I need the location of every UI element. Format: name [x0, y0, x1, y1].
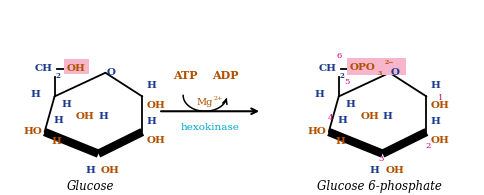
Text: H: H — [51, 137, 61, 146]
Text: Mg: Mg — [197, 98, 213, 107]
Text: Glucose 6-phosphate: Glucose 6-phosphate — [317, 180, 441, 193]
FancyBboxPatch shape — [64, 59, 89, 74]
Text: OH: OH — [67, 64, 86, 73]
Text: H: H — [146, 117, 156, 126]
Text: HO: HO — [307, 128, 326, 136]
Text: H: H — [30, 90, 41, 99]
Text: 2: 2 — [425, 142, 430, 150]
Text: H: H — [430, 117, 439, 126]
Text: H: H — [337, 116, 347, 125]
Text: 2+: 2+ — [213, 96, 223, 101]
Text: 5: 5 — [343, 78, 348, 86]
Text: OH: OH — [101, 166, 120, 175]
Text: 2: 2 — [339, 72, 344, 80]
FancyBboxPatch shape — [347, 58, 405, 75]
Text: H: H — [382, 112, 392, 121]
Text: 6: 6 — [335, 52, 341, 60]
Text: hexokinase: hexokinase — [180, 122, 239, 132]
Text: H: H — [314, 90, 324, 99]
Text: OH: OH — [146, 136, 165, 145]
Text: 1: 1 — [437, 94, 442, 102]
Text: CH: CH — [318, 64, 336, 73]
Text: H: H — [345, 100, 355, 109]
Text: OH: OH — [430, 136, 448, 145]
Text: H: H — [85, 166, 95, 175]
Text: 3: 3 — [377, 71, 381, 76]
Text: O: O — [390, 68, 399, 77]
Text: OPO: OPO — [349, 63, 375, 72]
Text: 4: 4 — [327, 114, 333, 122]
Text: H: H — [98, 112, 108, 121]
Text: H: H — [335, 137, 345, 146]
Text: H: H — [61, 100, 71, 109]
Text: H: H — [430, 81, 439, 90]
Text: OH: OH — [360, 112, 378, 121]
Text: 3: 3 — [377, 155, 382, 163]
Text: H: H — [146, 81, 156, 90]
Text: OH: OH — [146, 101, 165, 110]
Text: ADP: ADP — [212, 70, 238, 81]
Text: H: H — [369, 166, 379, 175]
Text: OH: OH — [384, 166, 403, 175]
Text: 2: 2 — [56, 72, 60, 80]
Text: CH: CH — [34, 64, 52, 73]
Text: ATP: ATP — [173, 70, 197, 81]
Text: O: O — [106, 68, 115, 77]
Text: H: H — [53, 116, 63, 125]
Text: OH: OH — [430, 101, 448, 110]
Text: 2−: 2− — [384, 60, 393, 65]
Text: OH: OH — [76, 112, 95, 121]
Text: HO: HO — [24, 128, 43, 136]
Text: Glucose: Glucose — [66, 180, 114, 193]
